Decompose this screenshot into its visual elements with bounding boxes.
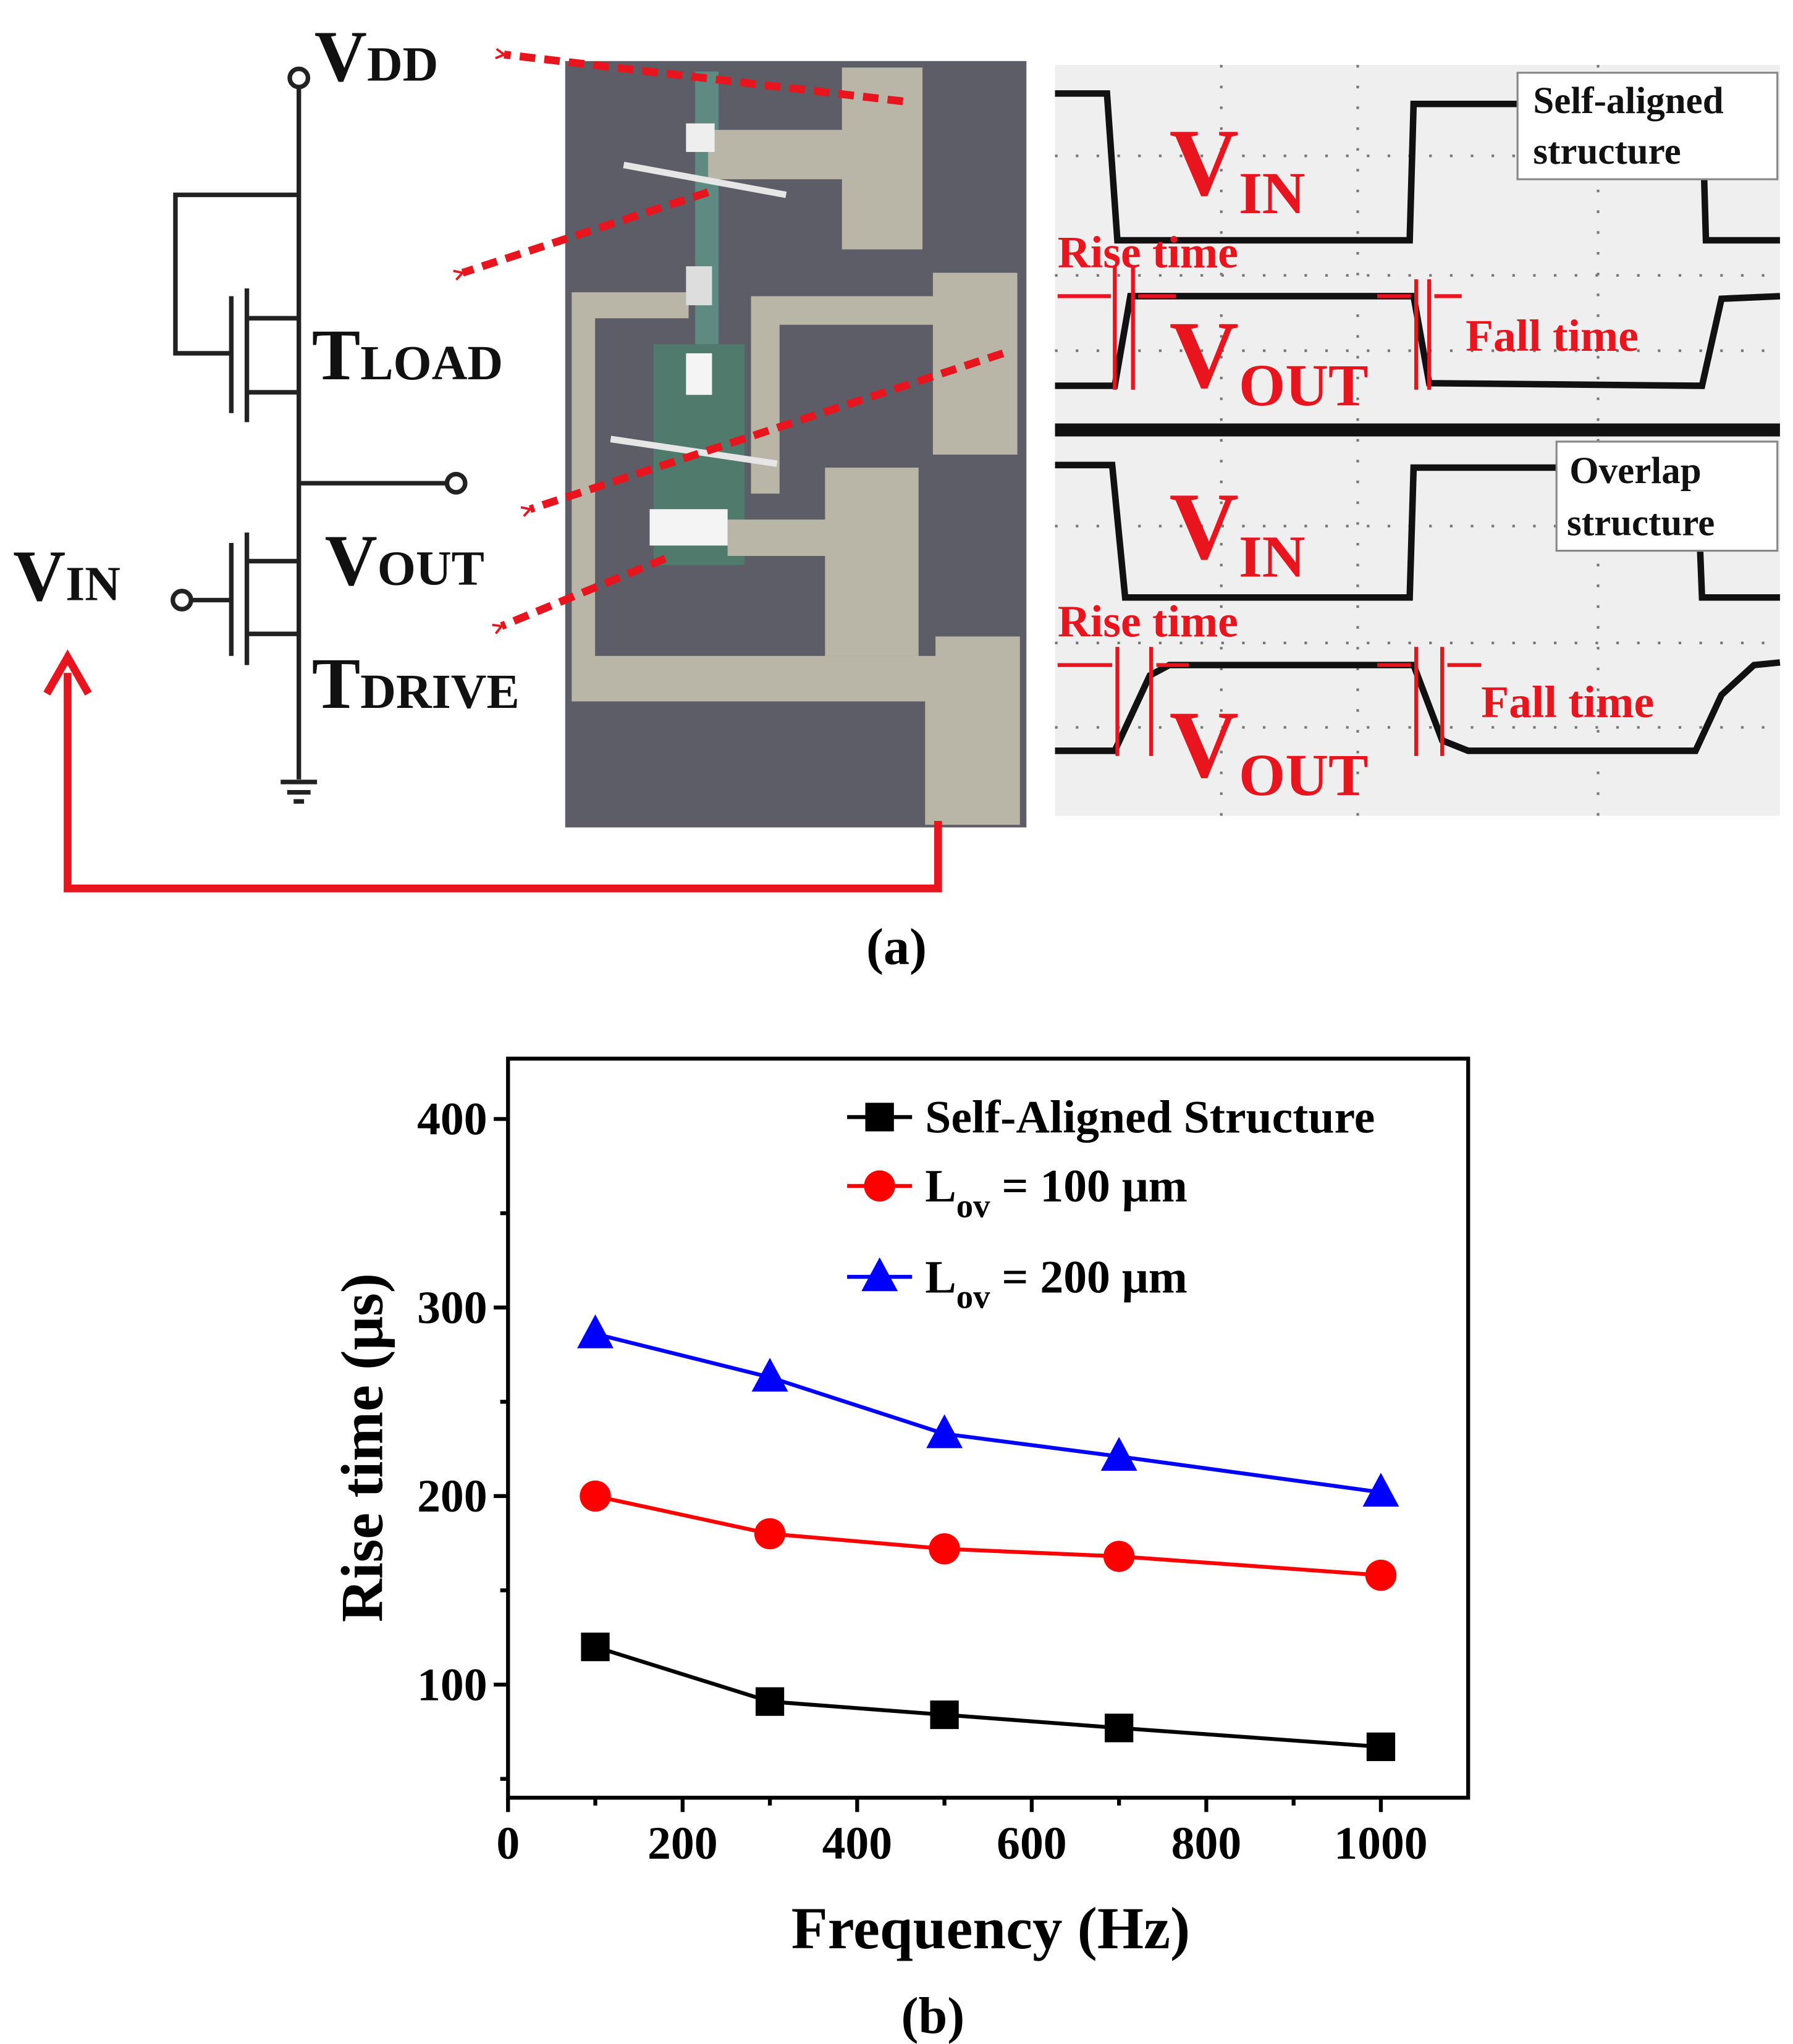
x-tick-label: 400 — [822, 1818, 893, 1869]
legend-label-part: ov — [956, 1278, 990, 1316]
device-photo — [565, 61, 1027, 828]
legend-label-part: = 200 μm — [990, 1251, 1187, 1303]
scope-box-label: Overlap — [1569, 450, 1701, 492]
data-point — [755, 1687, 785, 1716]
y-tick-label: 100 — [417, 1659, 487, 1710]
scope-vout: VOUT — [1170, 301, 1369, 418]
x-axis-title: Frequency (Hz) — [791, 1895, 1191, 1961]
chart: 0 200 400 600 800 1000 100 200 300 400 Frequency (… — [329, 1056, 1470, 1961]
legend-label-part: = 100 μm — [990, 1161, 1187, 1212]
legend-label: Self-Aligned Structure — [925, 1092, 1375, 1143]
vdd-label: VDD — [314, 16, 438, 96]
data-point — [1362, 1473, 1399, 1507]
scope-vin: VIN — [1170, 473, 1306, 589]
tdrive-label: TDRIVE — [312, 644, 520, 724]
plot-frame — [506, 1056, 1470, 1800]
data-point — [751, 1358, 788, 1392]
data-point — [1366, 1732, 1396, 1762]
caption: (b) — [901, 1987, 964, 2044]
photo-arrows — [463, 54, 1005, 626]
vin-label: VIN — [13, 536, 120, 616]
data-point — [754, 1518, 786, 1550]
y-axis-title: Rise time (μs) — [329, 1273, 395, 1622]
scope-fall: Fall time — [1481, 676, 1654, 727]
data-point — [1105, 1714, 1134, 1743]
scope-fall: Fall time — [1466, 310, 1639, 361]
circuit-labels: VDD TLOAD VOUT VIN TDRIVE — [13, 16, 520, 724]
x-tick-label: 1000 — [1334, 1818, 1427, 1869]
legend-label-part: Self-Aligned Structure — [925, 1092, 1375, 1143]
x-tick-label: 0 — [496, 1818, 520, 1869]
legend-label: Lov = 100 μm — [925, 1161, 1188, 1224]
y-tick-label: 200 — [417, 1471, 487, 1522]
scope-box-label: Self-aligned — [1533, 80, 1723, 122]
x-tick-label: 800 — [1171, 1818, 1242, 1869]
x-tick-label: 600 — [997, 1818, 1067, 1869]
y-tick-label: 300 — [417, 1282, 487, 1334]
data-point — [580, 1480, 611, 1512]
series-line — [594, 1494, 1382, 1578]
caption: (a) — [866, 918, 927, 975]
series-line — [594, 1645, 1382, 1749]
data-point — [1365, 1559, 1397, 1591]
scope-rise: Rise time — [1058, 227, 1238, 277]
data-point — [1103, 1541, 1135, 1572]
legend-marker — [861, 1257, 898, 1292]
tload-label: TLOAD — [312, 315, 503, 395]
vout-label: VOUT — [325, 520, 484, 600]
scope-box-label: structure — [1533, 131, 1681, 172]
scope-rise: Rise time — [1058, 595, 1238, 646]
series-line — [594, 1332, 1382, 1494]
x-tick-label: 200 — [648, 1818, 718, 1869]
data-point — [930, 1700, 959, 1730]
scope: Self-aligned structure Overlap structure… — [1055, 65, 1781, 816]
legend-label-part: L — [925, 1251, 956, 1303]
y-tick-label: 400 — [417, 1094, 487, 1145]
data-point — [1100, 1437, 1137, 1471]
legend-marker — [864, 1170, 895, 1202]
scope-box-label: structure — [1567, 502, 1715, 544]
data-point — [577, 1314, 614, 1348]
legend-label: Lov = 200 μm — [925, 1251, 1188, 1315]
data-point — [926, 1414, 963, 1449]
legend-marker — [865, 1103, 894, 1132]
legend-label-part: ov — [956, 1187, 990, 1224]
circuit — [171, 66, 468, 804]
data-point — [929, 1533, 960, 1565]
legend-label-part: L — [925, 1161, 956, 1212]
data-point — [581, 1632, 610, 1662]
scope-vin: VIN — [1170, 109, 1306, 225]
scope-vout: VOUT — [1170, 691, 1369, 807]
feedback-arrow — [43, 649, 942, 893]
